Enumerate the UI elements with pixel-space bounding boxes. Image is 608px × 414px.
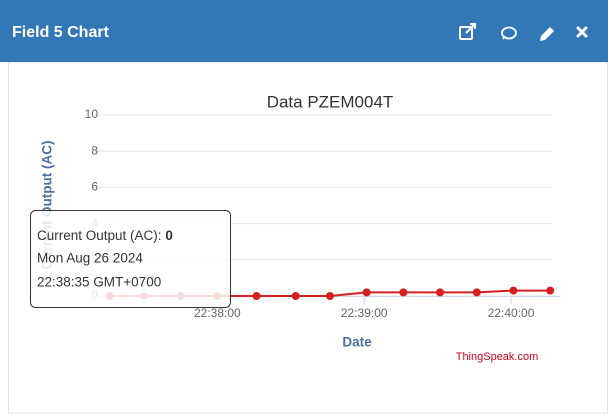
data-point <box>399 288 408 297</box>
data-point <box>546 286 555 295</box>
chart-title: Data PZEM004T <box>267 92 394 111</box>
panel-title: Field 5 Chart <box>12 24 110 41</box>
x-tick-label: 22:40:00 <box>488 306 535 320</box>
data-point <box>362 288 371 297</box>
edit-icon[interactable] <box>540 27 554 41</box>
tooltip-date: Mon Aug 26 2024 <box>37 251 143 266</box>
open-external-icon[interactable] <box>459 23 476 40</box>
tooltip-time: 22:38:35 GMT+0700 <box>37 275 161 290</box>
panel-header <box>0 0 608 62</box>
tooltip-line: Current Output (AC): 0 <box>37 228 173 243</box>
data-point <box>472 288 481 297</box>
x-tick-label: 22:38:00 <box>194 306 241 320</box>
x-axis-label: Date <box>342 335 372 350</box>
data-point <box>325 292 334 300</box>
data-point <box>436 288 445 297</box>
tooltip-label: Current Output (AC): <box>37 228 162 243</box>
y-tick-label: 10 <box>85 107 99 121</box>
x-tick-label: 22:39:00 <box>341 306 388 320</box>
close-icon[interactable] <box>576 26 588 38</box>
tooltip-box <box>30 210 231 308</box>
credit[interactable]: ThingSpeak.com <box>456 351 539 363</box>
tooltip: Current Output (AC): 0 Mon Aug 26 2024 2… <box>30 210 231 308</box>
tooltip-value: 0 <box>165 228 173 243</box>
comment-icon[interactable] <box>501 26 517 40</box>
data-point <box>252 292 261 300</box>
y-tick-label: 8 <box>91 143 98 157</box>
data-point <box>509 286 518 295</box>
y-tick-label: 6 <box>91 180 98 194</box>
data-point <box>291 292 300 300</box>
